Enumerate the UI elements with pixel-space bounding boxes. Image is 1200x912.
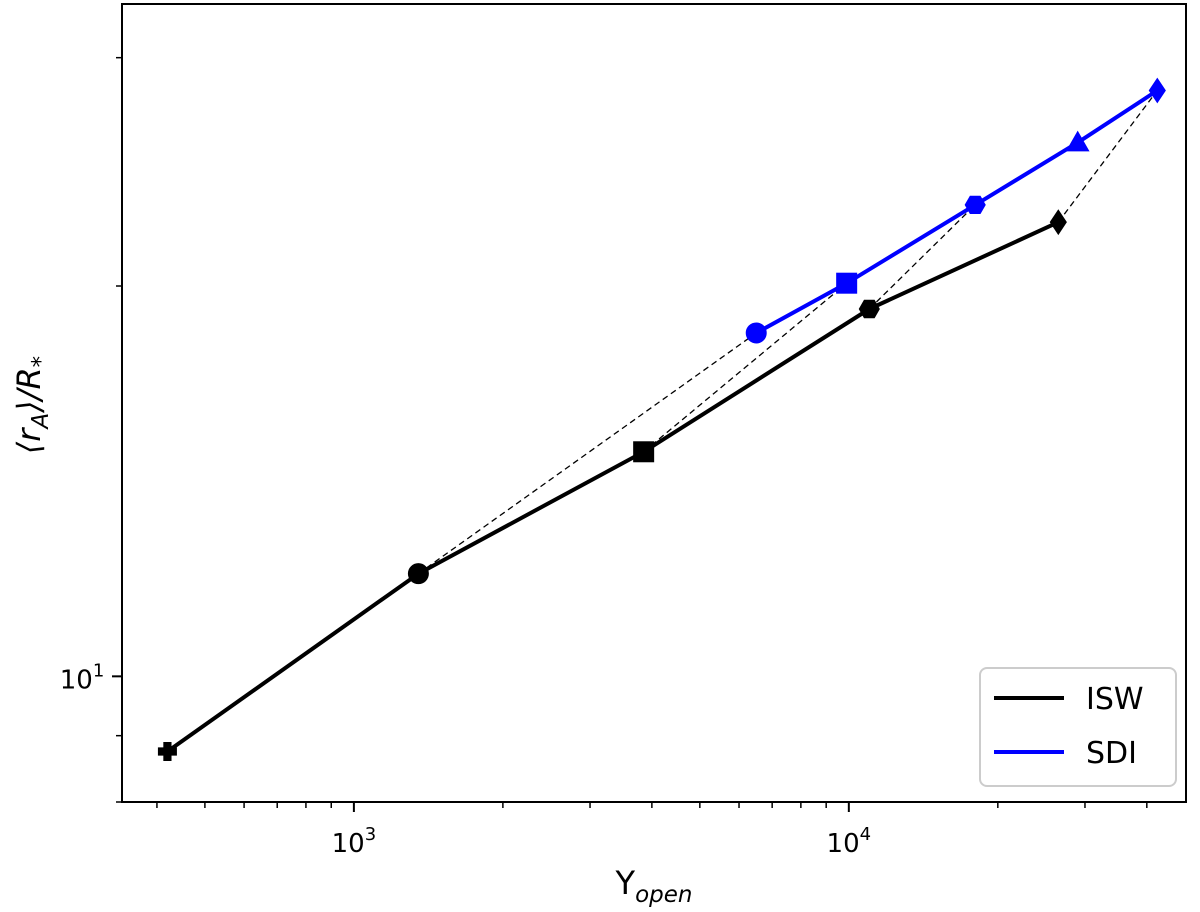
y-axis-label-close: ⟩/R — [10, 367, 48, 414]
x-axis-label-main: Y — [615, 864, 636, 902]
isw-point-hexagon — [858, 299, 880, 319]
x-axis-label: Yopen — [615, 864, 693, 908]
sdi-point-triangle — [1065, 130, 1090, 152]
y-axis-label: ⟨rA⟩/R* — [10, 356, 54, 454]
dashed-connector — [1057, 90, 1158, 223]
y-axis-label-sub: A — [28, 413, 54, 431]
dashed-connector — [418, 332, 757, 575]
legend-box — [979, 667, 1177, 787]
sdi-point-diamond — [1148, 77, 1166, 104]
isw-point-diamond — [1049, 209, 1067, 236]
legend: ISW SDI — [979, 667, 1177, 787]
isw-point-square — [633, 441, 655, 463]
y-axis-label-sub2: * — [28, 356, 54, 368]
x-axis-label-sub: open — [635, 882, 692, 908]
sdi-point-circle — [745, 322, 767, 344]
sdi-point-square — [836, 272, 858, 294]
plot-frame — [121, 3, 1187, 803]
x-tick-label: 103 — [332, 824, 377, 859]
legend-label-isw: ISW — [1086, 682, 1144, 717]
legend-label-sdi: SDI — [1086, 736, 1137, 771]
series-markers — [157, 77, 1166, 762]
y-axis-label-open: ⟨r — [10, 427, 48, 454]
x-tick-label: 104 — [827, 824, 872, 859]
sdi-point-hexagon — [964, 195, 986, 214]
dashed-connector — [643, 282, 848, 453]
y-tick-label: 101 — [60, 660, 105, 695]
isw-point-circle — [407, 563, 429, 585]
dashed-connector — [868, 204, 976, 310]
isw-point-plus — [157, 742, 177, 762]
axis-ticks: 103 104 101 — [60, 56, 1148, 859]
dashed-connectors — [418, 90, 1158, 575]
